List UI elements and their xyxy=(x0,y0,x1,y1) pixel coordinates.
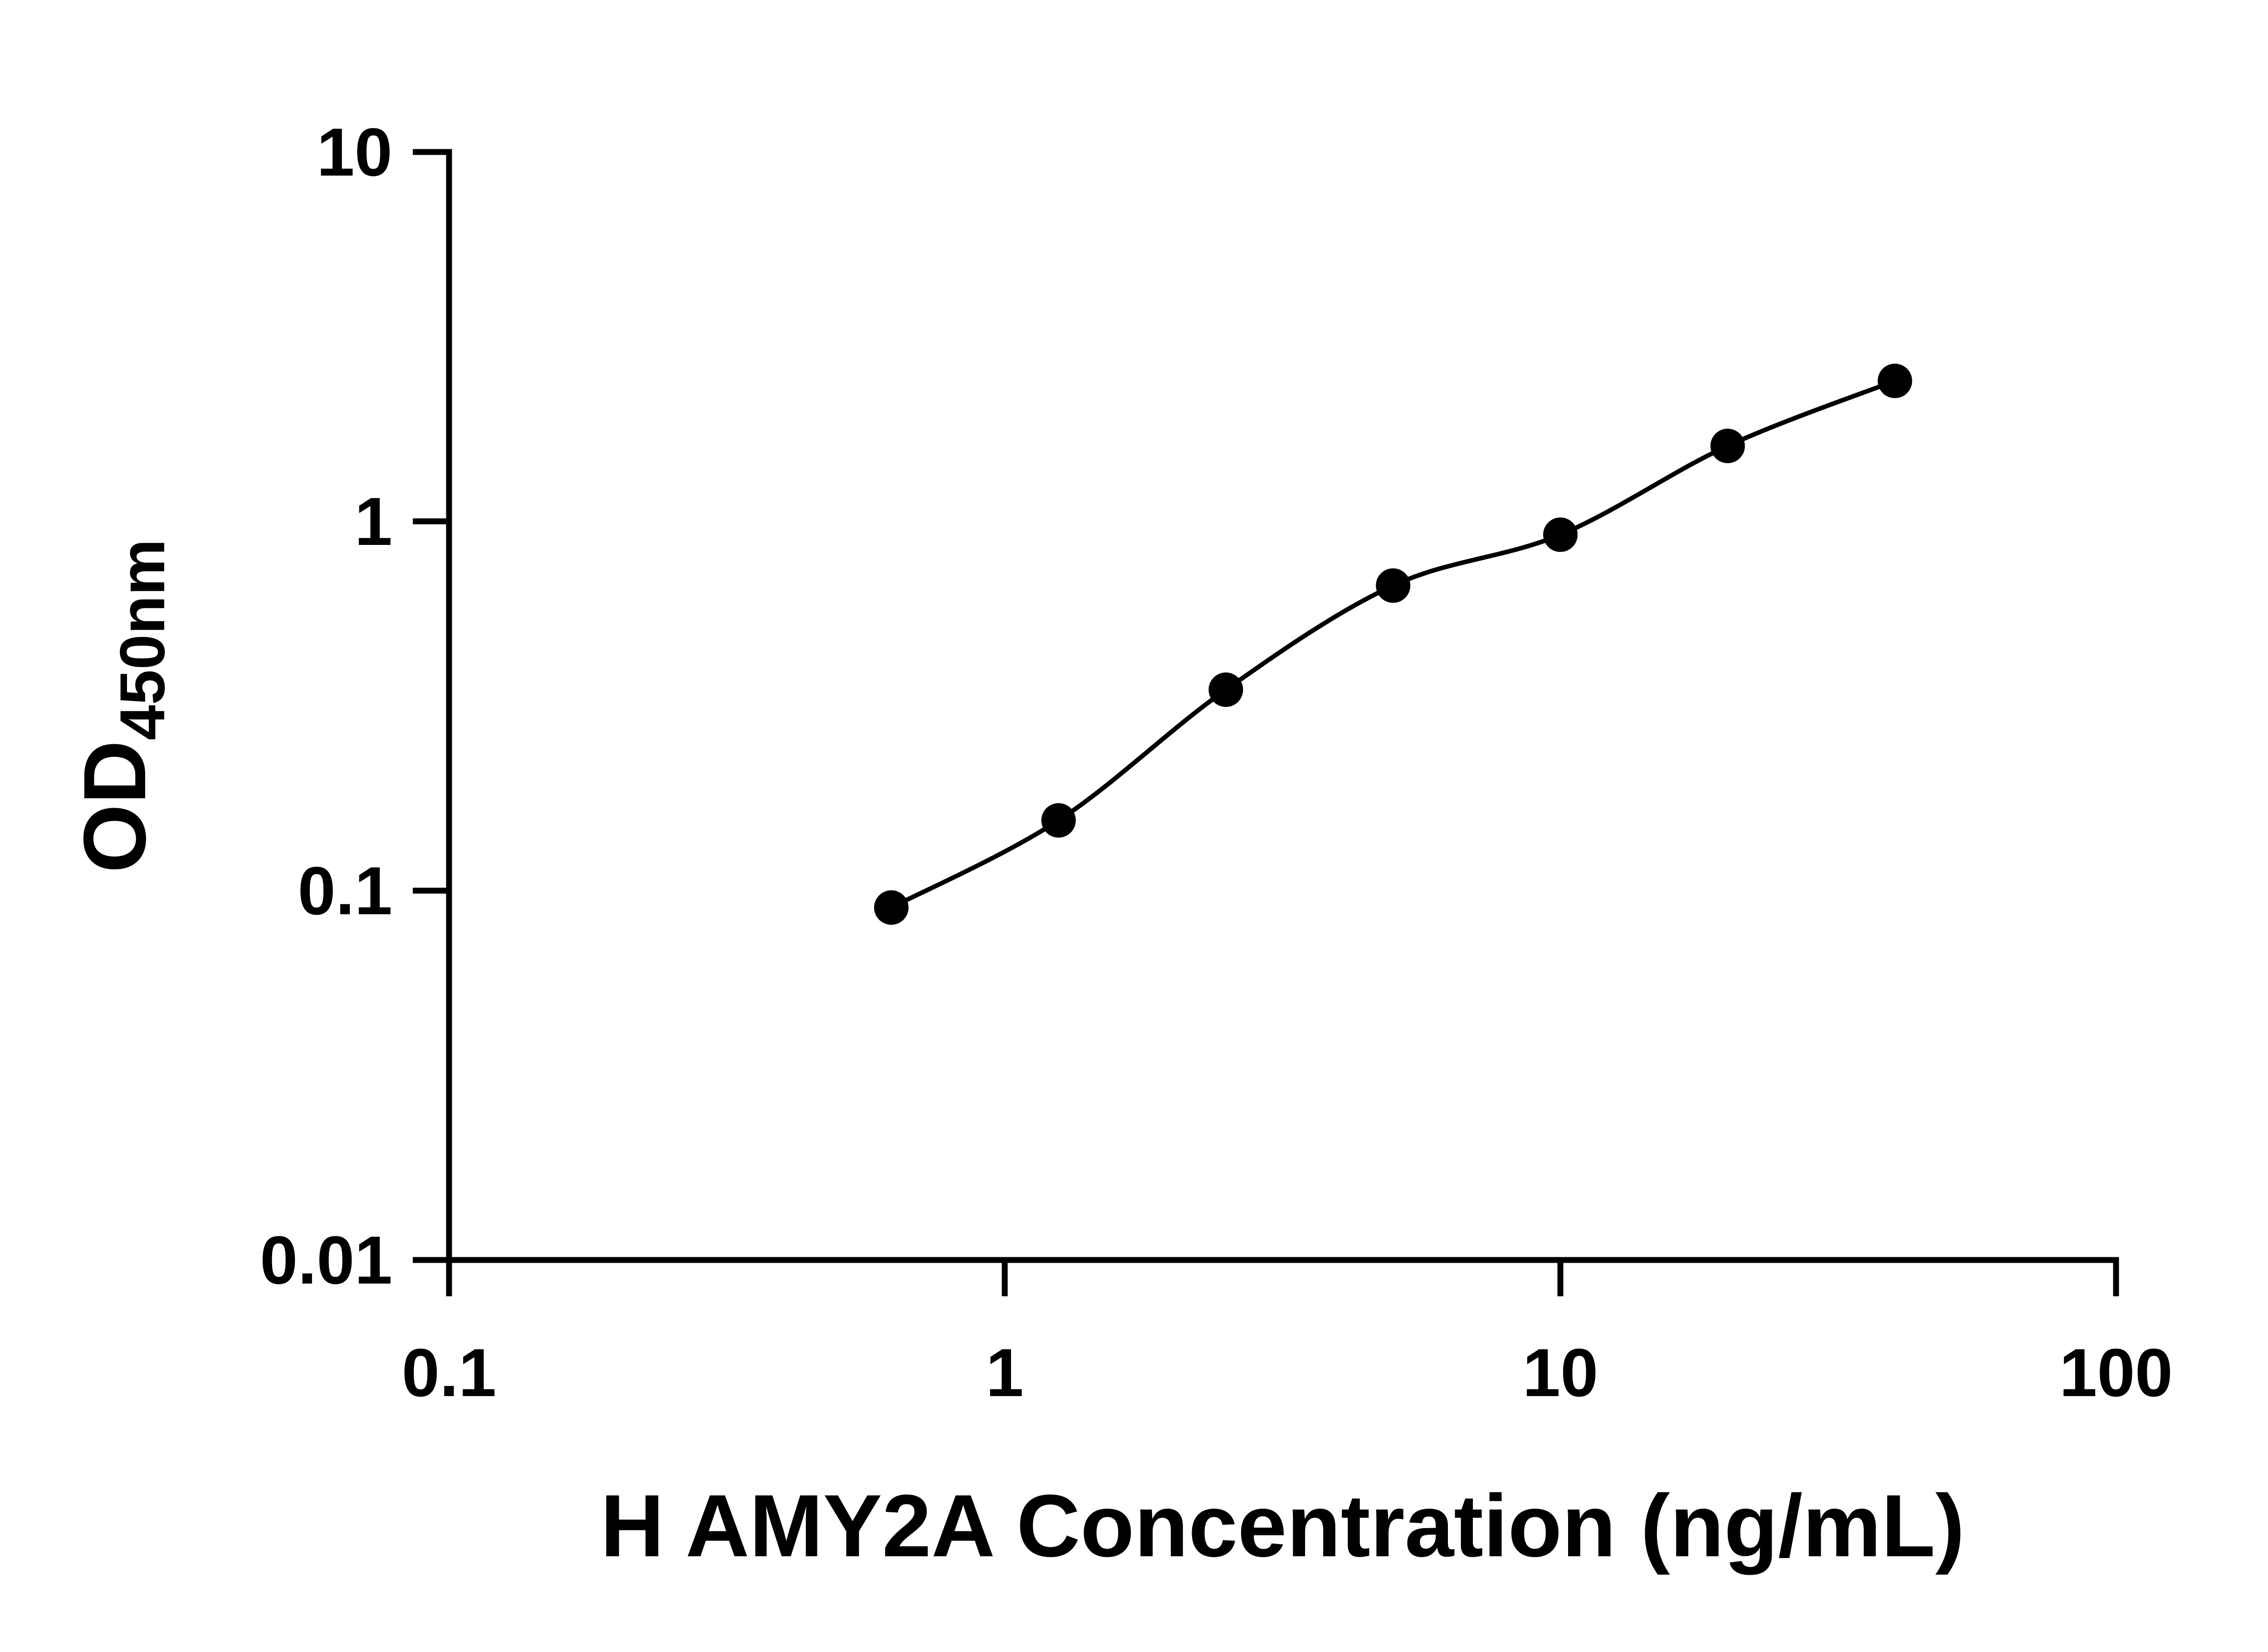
data-point xyxy=(1543,517,1578,552)
x-tick-label: 10 xyxy=(1523,1334,1598,1411)
y-axis-title-subscript: 450nm xyxy=(107,539,178,740)
y-tick-label: 1 xyxy=(355,483,392,559)
y-axis-title: OD450nm xyxy=(65,539,178,873)
x-tick-label: 1 xyxy=(986,1334,1023,1411)
data-point xyxy=(1208,672,1243,707)
data-point xyxy=(1376,568,1411,603)
data-point xyxy=(1877,363,1912,398)
y-axis-title-main: OD xyxy=(65,740,164,873)
fit-curve xyxy=(890,378,1896,910)
data-point xyxy=(1041,803,1076,838)
y-tick-label: 0.01 xyxy=(260,1222,392,1298)
x-tick-label: 0.1 xyxy=(402,1334,497,1411)
data-point xyxy=(874,890,909,925)
y-tick-label: 10 xyxy=(317,114,392,190)
data-point xyxy=(1710,428,1745,463)
x-tick-label: 100 xyxy=(2059,1334,2173,1411)
x-axis-title: H AMY2A Concentration (ng/mL) xyxy=(601,1476,1965,1575)
y-tick-label: 0.1 xyxy=(298,853,392,929)
